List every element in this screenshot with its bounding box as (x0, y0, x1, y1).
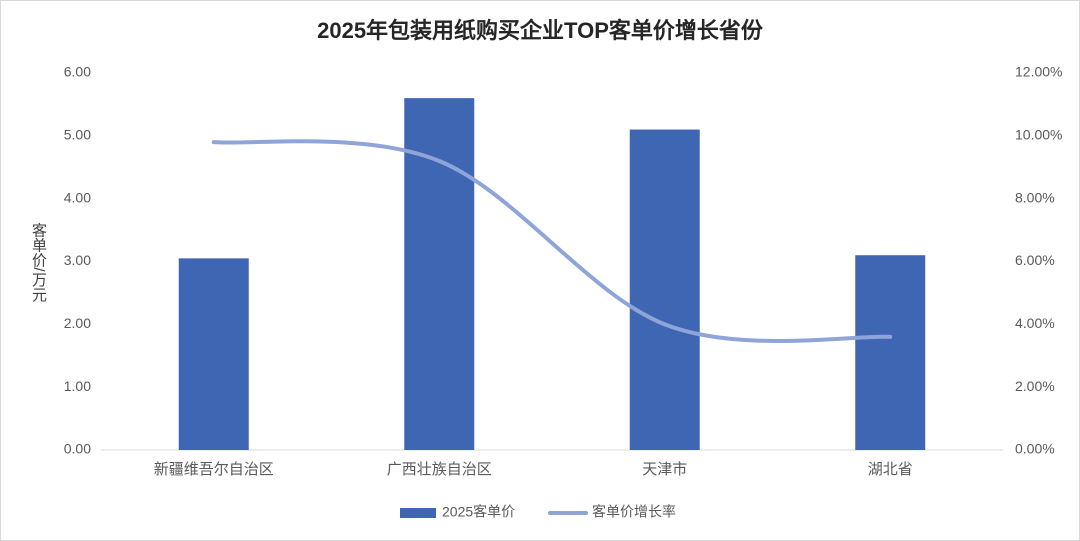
y-tick-label: 1.00 (64, 378, 91, 394)
bar (178, 258, 249, 450)
legend-label: 客单价增长率 (592, 504, 676, 520)
y-tick-label: 2.00 (64, 315, 91, 331)
x-tick-label: 新疆维吾尔自治区 (154, 461, 274, 478)
y-tick-label: 0.00 (64, 441, 91, 457)
y-tick-label: 6.00 (64, 64, 91, 80)
y2-tick-label: 4.00% (1015, 315, 1055, 331)
y-axis-label: 客单价/万元 (30, 222, 47, 302)
y-tick-label: 3.00 (64, 252, 91, 268)
line (211, 139, 893, 343)
y2-tick-label: 8.00% (1015, 189, 1055, 205)
bar (629, 129, 700, 451)
y2-tick-label: 6.00% (1015, 252, 1055, 268)
x-tick-label: 广西壮族自治区 (387, 461, 492, 478)
bar (855, 255, 926, 450)
y-tick-label: 5.00 (64, 127, 91, 143)
legend-swatch (400, 508, 436, 518)
x-tick-label: 天津市 (642, 461, 687, 478)
x-tick-label: 湖北省 (868, 461, 913, 478)
y2-tick-label: 12.00% (1015, 64, 1062, 80)
y2-tick-label: 2.00% (1015, 378, 1055, 394)
bar (404, 98, 475, 450)
y2-tick-label: 10.00% (1015, 127, 1062, 143)
y2-tick-label: 0.00% (1015, 441, 1055, 457)
legend-label: 2025客单价 (442, 504, 515, 520)
chart-title: 2025年包装用纸购买企业TOP客单价增长省份 (317, 18, 764, 43)
y-tick-label: 4.00 (64, 189, 91, 205)
